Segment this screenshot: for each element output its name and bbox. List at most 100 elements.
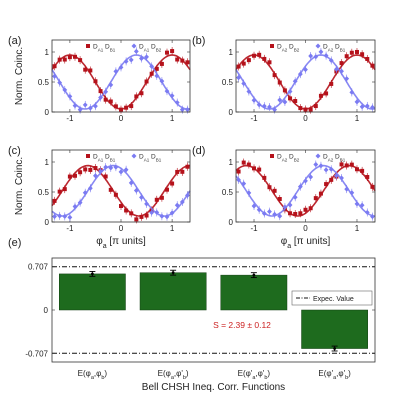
red-data-point: [144, 79, 149, 84]
red-data-point: [349, 50, 354, 55]
red-data-point: [370, 63, 375, 68]
blue-data-point: [57, 80, 63, 86]
red-data-point: [185, 60, 190, 65]
red-data-point: [365, 56, 370, 61]
blue-data-point: [123, 167, 129, 173]
category-label: E(φa,φ'b): [158, 369, 189, 381]
y-tick-label: 0.707: [28, 263, 49, 272]
red-data-point: [52, 64, 57, 69]
blue-data-point: [354, 99, 360, 105]
blue-data-point: [349, 190, 355, 196]
blue-data-point: [93, 103, 98, 109]
red-data-point: [262, 56, 267, 61]
red-data-point: [108, 99, 113, 104]
legend-marker-red: [270, 44, 274, 48]
red-data-point: [272, 188, 277, 193]
red-data-point: [129, 211, 134, 216]
blue-data-point: [185, 192, 190, 199]
red-data-point: [93, 79, 98, 84]
red-data-point: [354, 49, 359, 54]
red-data-point: [365, 174, 370, 179]
red-data-point: [262, 175, 267, 180]
y-tick-label: 0: [229, 218, 234, 227]
panel-a: (a)Norm. Coinc. -1 0 1 0 0.5 1 DA1 DB1 DA1 DB2: [8, 35, 191, 123]
plot-frame: [51, 257, 376, 363]
red-data-point: [308, 206, 313, 211]
blue-data-point: [77, 107, 83, 113]
blue-data-point: [256, 207, 262, 213]
blue-data-point: [108, 165, 114, 171]
blue-data-point: [98, 94, 103, 101]
x-tick-label: -1: [66, 224, 74, 233]
red-data-point: [298, 211, 303, 216]
blue-data-point: [67, 214, 73, 220]
blue-data-point: [133, 187, 139, 194]
bar-mean-marker: [252, 273, 256, 277]
red-data-point: [139, 91, 144, 96]
blue-data-point: [169, 93, 175, 99]
blue-data-point: [267, 104, 272, 110]
blue-data-point: [149, 209, 155, 216]
red-data-point: [83, 167, 88, 172]
x-axis-label: Bell CHSH Ineq. Corr. Functions: [142, 382, 285, 393]
blue-data-point: [282, 204, 288, 210]
blue-data-point: [303, 178, 308, 184]
red-data-point: [159, 195, 164, 200]
red-data-point: [119, 107, 123, 112]
red-data-point: [344, 163, 349, 168]
blue-data-point: [370, 213, 375, 220]
x-tick-label: -1: [250, 224, 258, 233]
blue-data-point: [144, 54, 149, 60]
blue-data-point: [236, 75, 241, 81]
red-data-point: [165, 50, 169, 55]
red-data-point: [339, 61, 344, 66]
blue-data-point: [287, 202, 293, 208]
red-data-point: [303, 107, 308, 112]
red-data-point: [267, 60, 272, 65]
blue-data-point: [313, 54, 319, 60]
blue-data-point: [370, 104, 375, 110]
red-data-point: [277, 80, 282, 85]
red-data-point: [185, 164, 190, 169]
blue-data-point: [144, 201, 149, 207]
bar: [59, 273, 126, 311]
red-data-point: [349, 162, 354, 167]
blue-data-point: [67, 93, 73, 100]
blue-data-point: [308, 174, 314, 180]
red-data-point: [103, 174, 108, 179]
blue-data-point: [359, 202, 365, 208]
y-tick-label: 0.5: [222, 78, 234, 87]
red-data-point: [370, 184, 375, 189]
blue-data-point: [251, 97, 257, 103]
blue-data-point: [359, 104, 365, 110]
blue-data-point: [72, 203, 78, 210]
red-data-point: [78, 170, 83, 175]
legend-label: Expec. Value: [313, 296, 354, 303]
red-data-point: [73, 173, 77, 178]
blue-data-point: [313, 161, 319, 168]
y-tick-label: 1: [229, 158, 234, 167]
red-data-point: [180, 58, 185, 63]
x-tick-label: 1: [355, 114, 360, 123]
panel-label: (e): [8, 237, 21, 249]
x-tick-label: 0: [303, 114, 308, 123]
blue-data-point: [108, 82, 114, 88]
y-tick-label: 0: [45, 108, 50, 117]
red-data-point: [159, 61, 164, 66]
y-tick-label: 0: [45, 218, 50, 227]
blue-data-point: [297, 71, 303, 77]
y-tick-label: 0.5: [38, 188, 50, 197]
y-tick-label: 1: [229, 48, 234, 57]
red-data-point: [308, 107, 313, 112]
plot-frame: [235, 39, 376, 113]
blue-data-point: [98, 168, 103, 174]
red-data-point: [288, 96, 293, 101]
red-data-point: [252, 166, 257, 171]
blue-data-point: [133, 48, 139, 55]
red-data-point: [93, 166, 98, 171]
blue-data-point: [139, 194, 144, 200]
red-data-point: [246, 58, 251, 63]
panel-label: (d): [192, 145, 205, 157]
blue-data-point: [246, 88, 252, 95]
